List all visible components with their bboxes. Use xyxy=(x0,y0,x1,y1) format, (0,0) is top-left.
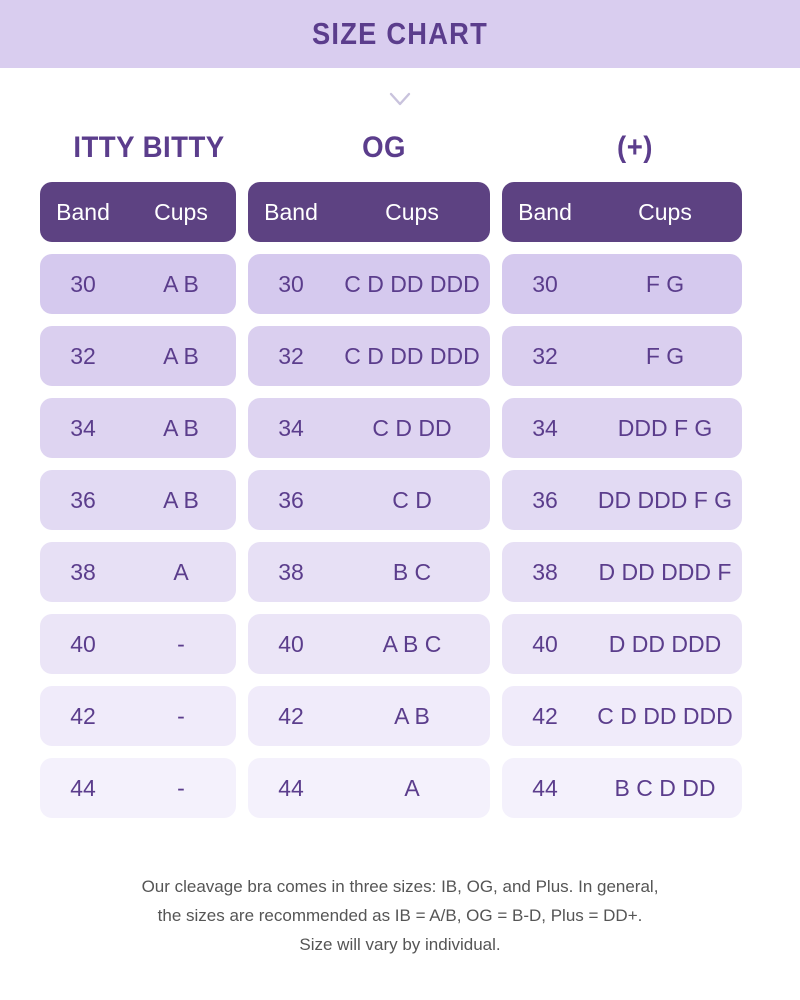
chevron-row xyxy=(0,68,800,120)
cell-cups: D DD DDD xyxy=(608,630,722,657)
header-band: Band xyxy=(264,198,318,225)
cell-band: 32 xyxy=(70,342,96,369)
table-row[interactable]: 42 A B xyxy=(248,686,490,746)
cell-band: 34 xyxy=(278,414,304,441)
column-title-og: OG xyxy=(362,131,406,164)
cell-cups: F G xyxy=(645,342,685,369)
table-row[interactable]: 40 D DD DDD xyxy=(502,614,742,674)
cell-band: 36 xyxy=(278,486,304,513)
size-tables: Band Cups 30 A B 32 A B 34 A B 36 A B 38… xyxy=(0,182,800,818)
cell-cups: - xyxy=(177,630,185,657)
cell-cups: C D DD DDD xyxy=(344,342,480,369)
header-cups: Cups xyxy=(638,198,692,225)
table-row[interactable]: 38 D DD DDD F xyxy=(502,542,742,602)
cell-cups: A B xyxy=(163,486,199,513)
cell-cups: D DD DDD F xyxy=(598,558,732,585)
cell-cups: A B C xyxy=(382,630,442,657)
header-cups: Cups xyxy=(385,198,439,225)
table-row[interactable]: 44 - xyxy=(40,758,236,818)
table-row[interactable]: 34 C D DD xyxy=(248,398,490,458)
cell-band: 42 xyxy=(278,702,304,729)
table-row[interactable]: 30 A B xyxy=(40,254,236,314)
cell-band: 40 xyxy=(278,630,304,657)
cell-band: 42 xyxy=(70,702,96,729)
table-row[interactable]: 36 A B xyxy=(40,470,236,530)
table-header-row: Band Cups xyxy=(40,182,236,242)
table-row[interactable]: 38 A xyxy=(40,542,236,602)
header-band: Band xyxy=(518,198,572,225)
column-titles: ITTY BITTY OG (+) xyxy=(0,120,800,176)
cell-band: 36 xyxy=(70,486,96,513)
footer-line-3: Size will vary by individual. xyxy=(299,935,501,954)
cell-band: 36 xyxy=(532,486,558,513)
column-title-itty-bitty: ITTY BITTY xyxy=(73,131,225,164)
table-row[interactable]: 34 DDD F G xyxy=(502,398,742,458)
cell-cups: DD DDD F G xyxy=(597,486,733,513)
cell-band: 32 xyxy=(278,342,304,369)
cell-band: 34 xyxy=(532,414,558,441)
cell-cups: A B xyxy=(394,702,430,729)
cell-cups: A xyxy=(404,774,420,801)
table-row[interactable]: 40 - xyxy=(40,614,236,674)
cell-cups: C D xyxy=(392,486,432,513)
cell-cups: - xyxy=(177,702,185,729)
cell-band: 34 xyxy=(70,414,96,441)
header-cups: Cups xyxy=(154,198,208,225)
column-title-plus: (+) xyxy=(617,131,653,164)
table-row[interactable]: 44 A xyxy=(248,758,490,818)
size-table-itty-bitty: Band Cups 30 A B 32 A B 34 A B 36 A B 38… xyxy=(40,182,236,818)
table-header-row: Band Cups xyxy=(502,182,742,242)
cell-cups: A B xyxy=(163,342,199,369)
cell-cups: C D DD xyxy=(372,414,452,441)
cell-cups: A xyxy=(173,558,189,585)
cell-band: 30 xyxy=(532,270,558,297)
cell-cups: - xyxy=(177,774,185,801)
cell-band: 44 xyxy=(532,774,558,801)
table-row[interactable]: 42 - xyxy=(40,686,236,746)
cell-cups: DDD F G xyxy=(617,414,713,441)
size-table-og: Band Cups 30 C D DD DDD 32 C D DD DDD 34… xyxy=(248,182,490,818)
cell-cups: B C xyxy=(392,558,432,585)
table-row[interactable]: 36 DD DDD F G xyxy=(502,470,742,530)
table-row[interactable]: 42 C D DD DDD xyxy=(502,686,742,746)
cell-band: 44 xyxy=(70,774,96,801)
table-row[interactable]: 36 C D xyxy=(248,470,490,530)
table-row[interactable]: 38 B C xyxy=(248,542,490,602)
header-band: Band xyxy=(56,198,110,225)
chevron-down-icon xyxy=(389,92,411,106)
table-row[interactable]: 44 B C D DD xyxy=(502,758,742,818)
size-table-plus: Band Cups 30 F G 32 F G 34 DDD F G 36 DD… xyxy=(502,182,742,818)
cell-cups: C D DD DDD xyxy=(597,702,733,729)
footer-line-2: the sizes are recommended as IB = A/B, O… xyxy=(157,906,643,925)
table-row[interactable]: 30 C D DD DDD xyxy=(248,254,490,314)
table-header-row: Band Cups xyxy=(248,182,490,242)
cell-band: 38 xyxy=(532,558,558,585)
cell-cups: A B xyxy=(163,414,199,441)
cell-band: 38 xyxy=(70,558,96,585)
table-row[interactable]: 34 A B xyxy=(40,398,236,458)
footer-note: Our cleavage bra comes in three sizes: I… xyxy=(0,872,800,959)
cell-band: 30 xyxy=(278,270,304,297)
cell-band: 32 xyxy=(532,342,558,369)
table-row[interactable]: 32 A B xyxy=(40,326,236,386)
cell-band: 38 xyxy=(278,558,304,585)
cell-band: 40 xyxy=(70,630,96,657)
page-title: SIZE CHART xyxy=(312,16,488,51)
cell-cups: B C D DD xyxy=(614,774,716,801)
cell-band: 44 xyxy=(278,774,304,801)
table-row[interactable]: 30 F G xyxy=(502,254,742,314)
cell-cups: F G xyxy=(645,270,685,297)
cell-band: 42 xyxy=(532,702,558,729)
cell-cups: A B xyxy=(163,270,199,297)
table-row[interactable]: 40 A B C xyxy=(248,614,490,674)
footer-line-1: Our cleavage bra comes in three sizes: I… xyxy=(141,877,659,896)
cell-cups: C D DD DDD xyxy=(344,270,480,297)
title-banner: SIZE CHART xyxy=(0,0,800,68)
cell-band: 30 xyxy=(70,270,96,297)
table-row[interactable]: 32 C D DD DDD xyxy=(248,326,490,386)
cell-band: 40 xyxy=(532,630,558,657)
table-row[interactable]: 32 F G xyxy=(502,326,742,386)
